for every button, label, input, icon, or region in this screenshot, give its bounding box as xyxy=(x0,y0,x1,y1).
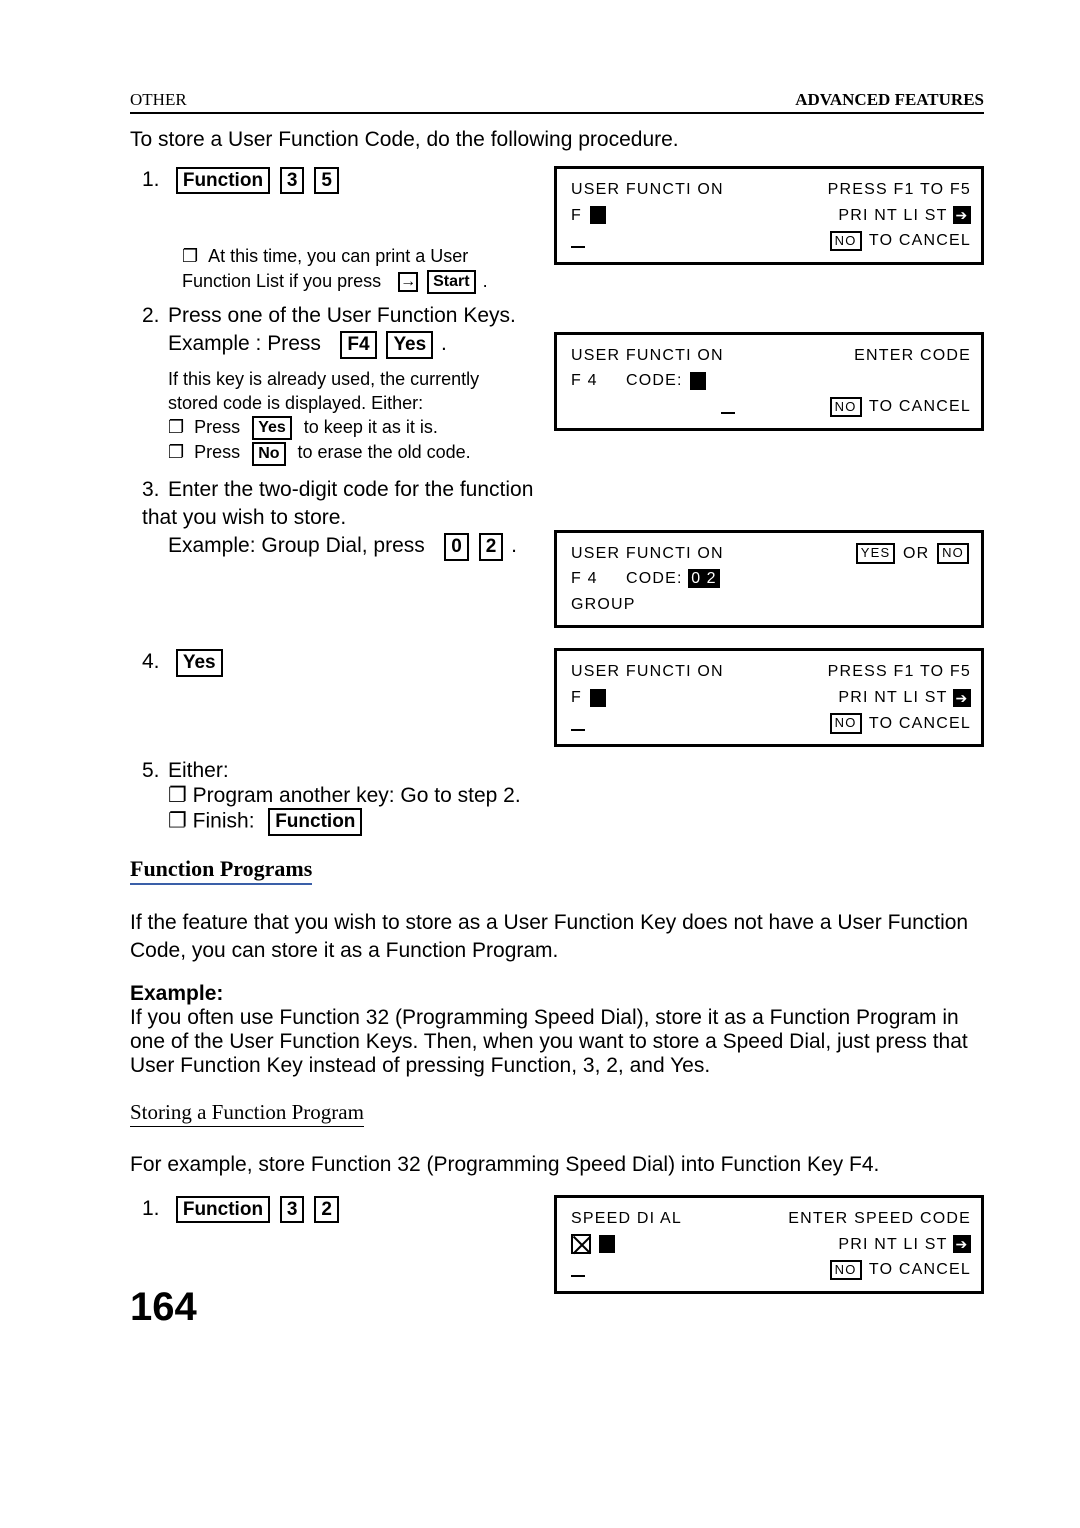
step1-note: ❐ At this time, you can print a User Fun… xyxy=(182,244,534,294)
lcd-display-4: USER FUNCTI ON PRESS F1 TO F5 F PRI NT LI… xyxy=(554,648,984,747)
step-num: 3. xyxy=(142,476,168,504)
subsection-storing: Storing a Function Program xyxy=(130,1100,364,1127)
lcd-text: TO CANCEL xyxy=(869,1261,971,1278)
arrow-icon: ➔ xyxy=(953,206,971,224)
step-num: 2. xyxy=(142,302,168,330)
lcd-text: PRESS F1 TO F5 xyxy=(828,177,971,203)
manual-page: OTHER ADVANCED FEATURES To store a User … xyxy=(0,0,1080,1374)
fp-paragraph: If the feature that you wish to store as… xyxy=(130,909,984,966)
key-f4: F4 xyxy=(340,331,376,359)
key-function: Function xyxy=(176,167,270,195)
example-label: Example: xyxy=(130,982,223,1005)
fp-step-1: 1. Function 3 2 SPEED DI AL ENTER SPEED C… xyxy=(130,1195,984,1306)
lcd-text: TO CANCEL xyxy=(869,232,971,249)
no-key: NO xyxy=(937,543,969,563)
sub-text: to erase the old code. xyxy=(298,442,471,462)
storing-para: For example, store Function 32 (Programm… xyxy=(130,1151,984,1179)
no-key: NO xyxy=(830,713,862,733)
key-yes: Yes xyxy=(386,331,433,359)
key-2: 2 xyxy=(314,1196,339,1224)
lcd-text: F 4 xyxy=(571,372,598,389)
arrow-icon: ➔ xyxy=(953,1235,971,1253)
key-no: No xyxy=(252,442,285,466)
header-left: OTHER xyxy=(130,90,187,110)
lcd-text: SPEED DI AL xyxy=(571,1206,682,1232)
key-function: Function xyxy=(176,1196,270,1224)
cursor-icon xyxy=(590,689,606,707)
lcd-text: TO CANCEL xyxy=(869,715,971,732)
step-1: 1. Function 3 5 ❐ At this time, you can … xyxy=(130,166,984,294)
code-highlight: 0 2 xyxy=(688,569,719,588)
note-text: At this time, you can print a User Funct… xyxy=(182,246,468,290)
step-5: 5.Either: ❐ Program another key: Go to s… xyxy=(142,759,984,836)
key-yes: Yes xyxy=(252,416,292,440)
cursor-icon xyxy=(590,206,606,224)
lcd-text: USER FUNCTI ON xyxy=(571,177,724,203)
step-4: 4. Yes USER FUNCTI ON PRESS F1 TO F5 F PR… xyxy=(130,648,984,759)
step-3: 3.Enter the two-digit code for the funct… xyxy=(130,476,984,641)
step-num: 4. xyxy=(142,648,168,676)
key-5: 5 xyxy=(314,167,339,195)
no-key: NO xyxy=(830,231,862,251)
lcd-text: USER FUNCTI ON xyxy=(571,541,724,567)
section-function-programs: Function Programs xyxy=(130,856,312,885)
opt-text: Program another key: Go to step 2. xyxy=(193,784,521,807)
key-3: 3 xyxy=(280,167,305,195)
opt-text: Finish: xyxy=(193,810,255,833)
sub-text: to keep it as it is. xyxy=(304,417,438,437)
yes-key: YES xyxy=(856,543,896,563)
lcd-text: ENTER SPEED CODE xyxy=(788,1206,971,1232)
sub-text: Press xyxy=(194,442,240,462)
key-function: Function xyxy=(268,808,362,836)
page-number: 164 xyxy=(130,1285,197,1330)
step-num: 5. xyxy=(142,759,168,783)
checkbox-icon xyxy=(571,1234,591,1254)
lcd-display-5: SPEED DI AL ENTER SPEED CODE PRI NT LI ST… xyxy=(554,1195,984,1294)
step-text: Press one of the User Function Keys. xyxy=(168,304,516,327)
lcd-text: F xyxy=(571,689,582,706)
key-3: 3 xyxy=(280,1196,305,1224)
lcd-text: USER FUNCTI ON xyxy=(571,343,724,369)
lcd-text: USER FUNCTI ON xyxy=(571,659,724,685)
step-num: 1. xyxy=(142,166,168,194)
lcd-text: CODE: xyxy=(626,570,683,587)
step-num: 1. xyxy=(142,1195,168,1223)
step-text: Enter the two-digit code for the functio… xyxy=(142,478,533,529)
page-header: OTHER ADVANCED FEATURES xyxy=(130,90,984,114)
step-text: Either: xyxy=(168,759,229,782)
lcd-text: PRESS F1 TO F5 xyxy=(828,659,971,685)
lcd-text: OR xyxy=(903,545,929,562)
example-body: If you often use Function 32 (Programmin… xyxy=(130,1006,968,1077)
lcd-display-2: USER FUNCTI ON ENTER CODE F 4 CODE: NO TO… xyxy=(554,332,984,431)
sub-text: Press xyxy=(194,417,240,437)
lcd-text: PRI NT LI ST xyxy=(838,689,947,706)
arrow-key: → xyxy=(398,272,418,292)
no-key: NO xyxy=(830,1260,862,1280)
lcd-display-1: USER FUNCTI ON PRESS F1 TO F5 F PRI NT LI… xyxy=(554,166,984,265)
lcd-text: TO CANCEL xyxy=(869,398,971,415)
lcd-text: F 4 xyxy=(571,570,598,587)
key-start: Start xyxy=(427,270,475,294)
lcd-text: F xyxy=(571,207,582,224)
lcd-display-3: USER FUNCTI ON YES OR NO F 4 CODE: 0 2 G… xyxy=(554,530,984,629)
header-right: ADVANCED FEATURES xyxy=(795,90,984,110)
key-0: 0 xyxy=(444,533,469,561)
cursor-icon xyxy=(690,372,706,390)
key-yes: Yes xyxy=(176,649,223,677)
lcd-text: PRI NT LI ST xyxy=(838,1236,947,1253)
step-text: Example: Group Dial, press xyxy=(168,534,425,557)
key-2: 2 xyxy=(479,533,504,561)
cursor-icon xyxy=(599,1235,615,1253)
no-key: NO xyxy=(830,397,862,417)
lcd-text: PRI NT LI ST xyxy=(838,207,947,224)
arrow-icon: ➔ xyxy=(953,689,971,707)
sub-text: If this key is already used, the current… xyxy=(168,369,479,413)
step-text: Example : Press xyxy=(168,332,321,355)
lcd-text: GROUP xyxy=(571,592,636,618)
step-2: 2.Press one of the User Function Keys. E… xyxy=(130,302,984,466)
lcd-text: CODE: xyxy=(626,372,683,389)
step2-sub: If this key is already used, the current… xyxy=(168,367,534,466)
lcd-text: ENTER CODE xyxy=(854,343,971,369)
intro-text: To store a User Function Code, do the fo… xyxy=(130,128,984,152)
